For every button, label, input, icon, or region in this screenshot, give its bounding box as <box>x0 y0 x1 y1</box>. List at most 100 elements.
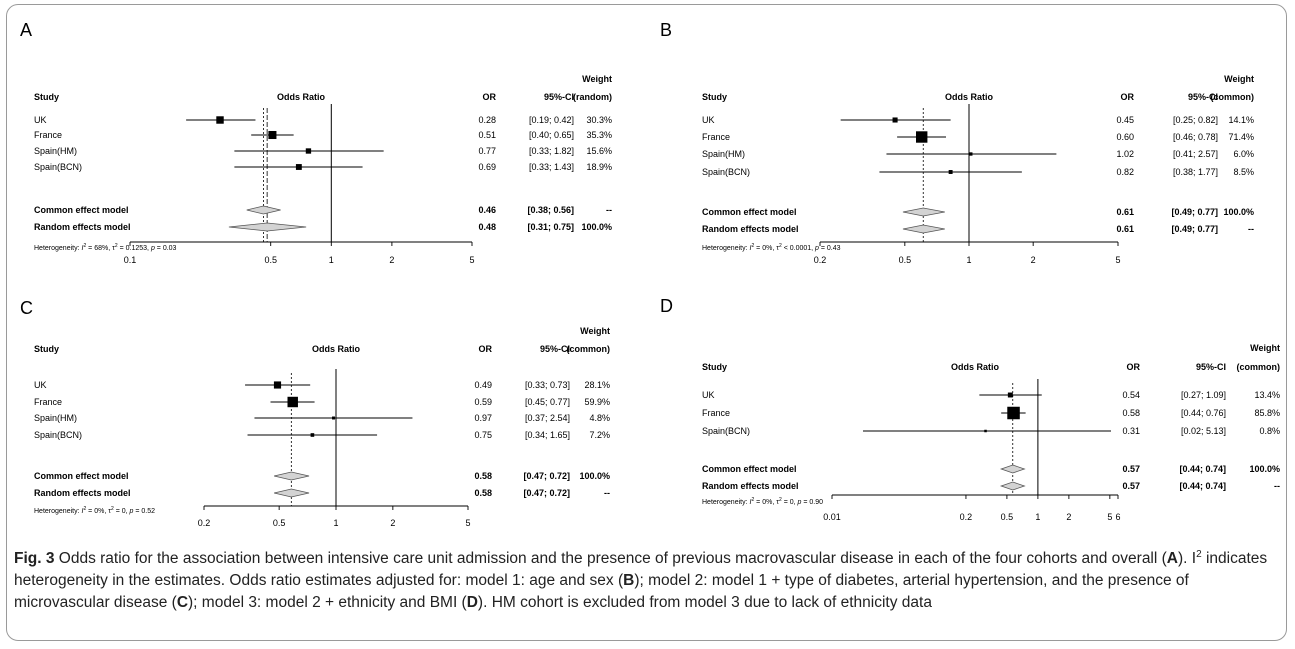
header-weight-type: (common) <box>1237 362 1281 372</box>
header-ci: 95%-CI <box>1188 92 1218 102</box>
x-tick-label: 2 <box>389 255 394 265</box>
summary-ci: [0.44; 0.74] <box>1179 464 1226 474</box>
figure-caption: Fig. 3 Odds ratio for the association be… <box>14 548 1276 614</box>
summary-or: 0.57 <box>1122 481 1140 491</box>
or-value: 0.69 <box>478 162 496 172</box>
weight-value: 14.1% <box>1228 115 1254 125</box>
study-square <box>892 117 898 123</box>
or-value: 0.60 <box>1116 132 1134 142</box>
x-tick-label: 0.5 <box>1001 512 1014 522</box>
study-label: Spain(HM) <box>702 149 745 159</box>
weight-value: 85.8% <box>1254 408 1280 418</box>
panel-letter: C <box>20 298 33 318</box>
caption-sup: 2 <box>1196 548 1202 560</box>
forest-plot-c: C Study Odds Ratio OR 95%-CI Weight (common) UK… <box>20 298 610 528</box>
x-tick-label: 2 <box>390 518 395 528</box>
summary-diamond <box>246 205 281 215</box>
caption-text-6: ). HM cohort is excluded from model 3 du… <box>477 594 932 611</box>
study-square <box>332 416 335 420</box>
summary-label: Random effects model <box>702 224 799 234</box>
summary-label: Common effect model <box>34 471 129 481</box>
caption-ref-c: C <box>176 594 189 611</box>
weight-value: 15.6% <box>586 146 612 156</box>
weight-value: 13.4% <box>1254 390 1280 400</box>
summary-label: Random effects model <box>702 481 799 491</box>
header-or: OR <box>479 344 493 354</box>
weight-value: 71.4% <box>1228 132 1254 142</box>
or-value: 1.02 <box>1116 149 1134 159</box>
x-tick-label: 1 <box>329 255 334 265</box>
or-value: 0.28 <box>478 115 496 125</box>
study-label: Spain(HM) <box>34 413 77 423</box>
forest-plot-d: D Study Odds Ratio OR 95%-CI Weight (common) UK… <box>660 296 1281 522</box>
header-or: OR <box>1121 92 1135 102</box>
panel-d: D Study Odds Ratio OR 95%-CI Weight (common) UK… <box>660 296 1295 596</box>
weight-value: 7.2% <box>589 430 610 440</box>
weight-value: 0.8% <box>1259 426 1280 436</box>
ci-value: [0.45; 0.77] <box>525 397 570 407</box>
panel-c: C Study Odds Ratio OR 95%-CI Weight (common) UK… <box>20 296 660 596</box>
ci-value: [0.46; 0.78] <box>1173 132 1218 142</box>
x-tick-label: 5 <box>469 255 474 265</box>
caption-ref-a: A <box>1166 550 1178 567</box>
summary-weight: 100.0% <box>579 471 610 481</box>
x-tick-label: 0.01 <box>823 512 841 522</box>
or-value: 0.31 <box>1122 426 1140 436</box>
caption-text-3: indicates heterogeneity in the estimates… <box>14 550 1268 589</box>
weight-value: 4.8% <box>589 413 610 423</box>
weight-value: 6.0% <box>1233 149 1254 159</box>
study-square <box>1007 392 1013 398</box>
header-ci: 95%-CI <box>1196 362 1226 372</box>
summary-ci: [0.49; 0.77] <box>1171 207 1218 217</box>
ci-value: [0.44; 0.76] <box>1181 408 1226 418</box>
panel-letter: A <box>20 20 32 40</box>
summary-diamond <box>273 471 310 481</box>
panel-a: A Study Odds Ratio OR 95%-CI Weight (random) UK… <box>20 20 660 320</box>
weight-value: 28.1% <box>584 380 610 390</box>
header-odds-ratio: Odds Ratio <box>951 362 1000 372</box>
summary-weight: -- <box>1248 224 1254 234</box>
summary-diamond <box>999 464 1026 474</box>
header-weight-type: (common) <box>1211 92 1255 102</box>
weight-value: 59.9% <box>584 397 610 407</box>
caption-text-5: ); model 3: model 2 + ethnicity and BMI … <box>188 594 467 611</box>
summary-weight: 100.0% <box>581 222 612 232</box>
caption-text-2: ). I <box>1178 550 1197 567</box>
ci-value: [0.33; 0.73] <box>525 380 570 390</box>
x-tick-label: 5 <box>465 518 470 528</box>
forest-plot-b: B Study Odds Ratio OR 95%-CI Weight (common) UK… <box>660 20 1255 265</box>
summary-label: Common effect model <box>702 464 797 474</box>
caption-label: Fig. 3 <box>14 550 55 567</box>
heterogeneity-text: Heterogeneity: I2 = 0%, τ2 = 0, p = 0.52 <box>34 506 155 515</box>
study-label: Spain(BCN) <box>702 426 750 436</box>
caption-ref-b: B <box>623 572 635 589</box>
header-odds-ratio: Odds Ratio <box>945 92 994 102</box>
summary-or: 0.57 <box>1122 464 1140 474</box>
x-tick-label: 5 <box>1115 255 1120 265</box>
header-study: Study <box>702 362 727 372</box>
header-weight: Weight <box>580 326 610 336</box>
x-tick-label: 6 <box>1115 512 1120 522</box>
ci-value: [0.41; 2.57] <box>1173 149 1218 159</box>
summary-ci: [0.47; 0.72] <box>523 488 570 498</box>
summary-weight: 100.0% <box>1249 464 1280 474</box>
x-tick-label: 5 <box>1107 512 1112 522</box>
heterogeneity-text: Heterogeneity: I2 = 0%, τ2 = 0, p = 0.90 <box>702 497 823 506</box>
weight-value: 35.3% <box>586 130 612 140</box>
study-square <box>948 170 953 174</box>
study-square <box>295 164 302 170</box>
summary-or: 0.46 <box>478 205 496 215</box>
ci-value: [0.34; 1.65] <box>525 430 570 440</box>
ci-value: [0.38; 1.77] <box>1173 167 1218 177</box>
summary-label: Common effect model <box>34 205 129 215</box>
ci-value: [0.02; 5.13] <box>1181 426 1226 436</box>
summary-weight: -- <box>604 488 610 498</box>
study-label: UK <box>34 380 47 390</box>
study-label: UK <box>702 390 715 400</box>
or-value: 0.82 <box>1116 167 1134 177</box>
summary-or: 0.48 <box>478 222 496 232</box>
study-square <box>268 130 277 140</box>
header-weight: Weight <box>1250 343 1280 353</box>
x-tick-label: 0.2 <box>960 512 973 522</box>
summary-ci: [0.38; 0.56] <box>527 205 574 215</box>
